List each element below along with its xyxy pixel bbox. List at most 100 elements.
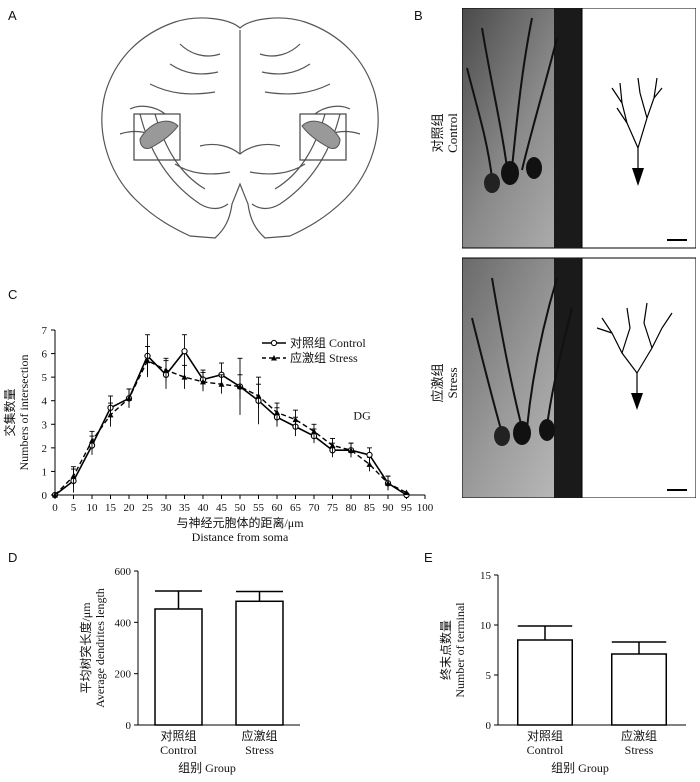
y-tick-label: 0 bbox=[42, 490, 48, 502]
y-axis-label-en: Average dendrites length bbox=[93, 588, 107, 708]
bar-control bbox=[516, 639, 574, 726]
brain-section-diagram bbox=[101, 17, 379, 239]
y-tick-label: 6 bbox=[42, 349, 48, 361]
category-label-en: Stress bbox=[625, 743, 654, 757]
data-point-stress bbox=[218, 381, 225, 387]
bar-stress bbox=[235, 600, 284, 726]
x-axis-label: 组别 Group bbox=[551, 761, 609, 775]
data-point-stress bbox=[70, 473, 77, 479]
legend-label: 应激组 Stress bbox=[290, 350, 358, 365]
y-tick-label: 200 bbox=[115, 669, 132, 681]
series-line-control bbox=[54, 349, 407, 496]
category-label-cn: 应激组 bbox=[241, 728, 277, 743]
control-row-label: 对照组 Control bbox=[430, 108, 460, 158]
x-axis-label-cn: 与神经元胞体的距离/μm bbox=[176, 515, 304, 530]
y-axis-label-cn: 交集数量 bbox=[2, 388, 17, 436]
neuron-micrographs bbox=[462, 8, 696, 498]
legend-marker bbox=[271, 355, 277, 361]
data-point-stress bbox=[163, 367, 169, 373]
x-tick-label: 0 bbox=[52, 502, 58, 514]
category-label-cn: 应激组 bbox=[621, 728, 657, 743]
data-point-stress bbox=[255, 393, 262, 399]
y-tick-label: 5 bbox=[486, 670, 492, 682]
y-axis-label-cn: 平均树突长度/μm bbox=[78, 602, 93, 694]
x-axis-label: 组别 Group bbox=[178, 761, 236, 775]
x-tick-label: 85 bbox=[364, 502, 376, 514]
x-tick-label: 60 bbox=[272, 502, 284, 514]
panel-letter-d: D bbox=[8, 550, 18, 565]
category-label-cn: 对照组 bbox=[160, 729, 196, 743]
y-axis-label-en: Numbers of intersection bbox=[17, 355, 31, 471]
data-point-stress bbox=[329, 442, 336, 448]
x-tick-label: 10 bbox=[87, 502, 99, 514]
x-tick-label: 90 bbox=[383, 502, 395, 514]
panel-letter-a: A bbox=[8, 8, 17, 23]
x-tick-label: 30 bbox=[161, 502, 173, 514]
y-tick-label: 5 bbox=[42, 372, 48, 384]
sholl-line-chart: 0 5 10 15 20 25 30 35 40 45 50 55 60 65 70 75 80 85 90 95 10… bbox=[2, 325, 434, 544]
legend-marker bbox=[270, 339, 278, 347]
region-annotation: DG bbox=[353, 409, 371, 423]
data-point-control bbox=[181, 348, 188, 355]
category-label-en: Control bbox=[527, 743, 564, 757]
x-tick-label: 55 bbox=[253, 502, 265, 514]
x-tick-label: 20 bbox=[124, 502, 136, 514]
x-tick-label: 80 bbox=[346, 502, 358, 514]
x-tick-label: 95 bbox=[401, 502, 413, 514]
x-axis-label-en: Distance from soma bbox=[192, 530, 289, 544]
category-label-en: Stress bbox=[245, 743, 274, 757]
y-axis-label-en: Number of terminal bbox=[453, 602, 467, 698]
data-point-stress bbox=[237, 383, 243, 390]
series-line-stress bbox=[54, 359, 407, 496]
y-tick-label: 2 bbox=[42, 443, 48, 455]
data-point-stress bbox=[403, 489, 410, 496]
data-point-stress bbox=[181, 374, 188, 380]
x-tick-label: 15 bbox=[105, 502, 117, 514]
data-point-stress bbox=[366, 461, 373, 467]
y-tick-label: 4 bbox=[42, 396, 48, 408]
x-tick-label: 75 bbox=[327, 502, 339, 514]
y-tick-label: 0 bbox=[486, 720, 492, 732]
bar-control bbox=[154, 608, 203, 726]
y-tick-label: 0 bbox=[126, 720, 132, 732]
category-label-en: Control bbox=[160, 743, 197, 757]
panel-letter-e: E bbox=[424, 550, 433, 565]
data-point-stress bbox=[89, 437, 95, 444]
y-tick-label: 400 bbox=[115, 617, 132, 629]
data-point-stress bbox=[52, 492, 58, 498]
y-tick-label: 600 bbox=[115, 566, 132, 578]
control-label-en: Control bbox=[445, 113, 460, 153]
panel-letter-c: C bbox=[8, 287, 18, 302]
x-tick-label: 65 bbox=[290, 502, 302, 514]
x-tick-label: 50 bbox=[235, 502, 247, 514]
x-tick-label: 100 bbox=[417, 502, 434, 514]
category-label-cn: 对照组 bbox=[527, 729, 563, 743]
bar-stress bbox=[610, 653, 668, 726]
data-point-stress bbox=[348, 447, 354, 453]
y-axis-label-cn: 终末点数量 bbox=[438, 620, 453, 680]
x-tick-label: 45 bbox=[216, 502, 228, 514]
data-point-stress bbox=[107, 411, 114, 418]
x-tick-label: 40 bbox=[198, 502, 210, 514]
legend-label: 对照组 Control bbox=[290, 336, 366, 350]
data-point-stress bbox=[385, 480, 391, 486]
y-tick-label: 1 bbox=[42, 466, 48, 478]
data-point-stress bbox=[200, 378, 206, 385]
y-tick-label: 7 bbox=[42, 325, 48, 337]
stress-label-en: Stress bbox=[445, 367, 460, 399]
x-tick-label: 25 bbox=[142, 502, 154, 514]
y-tick-label: 3 bbox=[42, 419, 48, 431]
x-tick-label: 35 bbox=[179, 502, 191, 514]
y-tick-label: 15 bbox=[480, 570, 492, 582]
control-label-cn: 对照组 bbox=[430, 113, 445, 153]
y-tick-label: 10 bbox=[480, 620, 492, 632]
data-point-stress bbox=[311, 428, 317, 434]
data-point-stress bbox=[274, 409, 280, 415]
data-point-stress bbox=[126, 395, 132, 401]
data-point-stress bbox=[292, 416, 299, 423]
x-tick-label: 5 bbox=[71, 502, 77, 514]
x-tick-label: 70 bbox=[309, 502, 321, 514]
panel-letter-b: B bbox=[414, 8, 423, 23]
